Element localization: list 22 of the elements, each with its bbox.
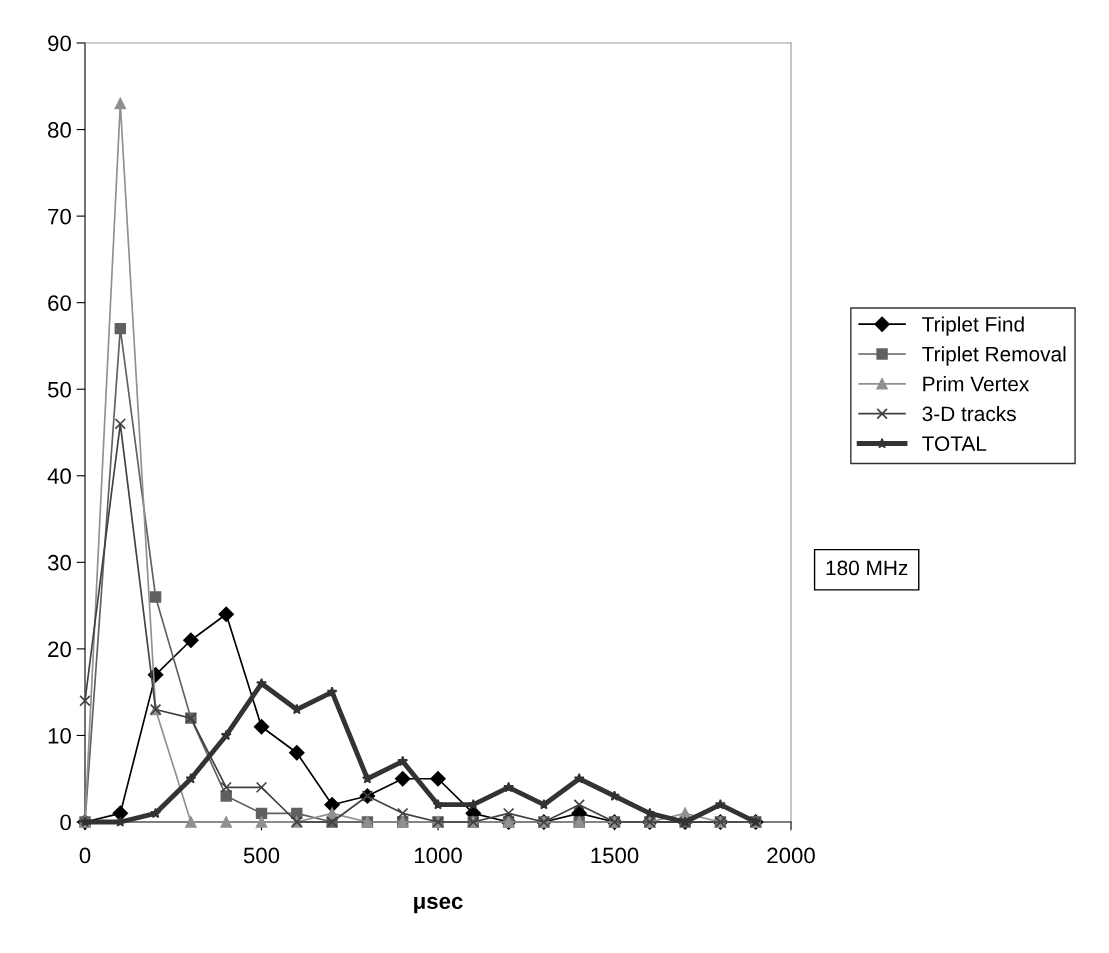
y-tick-label: 60 [48,295,71,311]
y-tick-label: 0 [60,814,71,831]
y-tick-label: 30 [47,554,71,571]
y-tick-label: 70 [48,208,71,225]
legend-label: Triplet Removal [922,346,1066,366]
legend-label: Prim Vertex [923,376,1030,392]
x-tick-label: 0 [79,847,91,864]
x-tick-label: 500 [243,847,280,864]
y-tick-label: 10 [48,727,71,744]
y-tick-label: 80 [48,122,71,138]
text: 180 MHz [826,560,908,576]
x-tick-label: 1000 [414,847,462,864]
x-tick-label: 2000 [767,847,815,864]
x-tick-label: 1500 [591,847,639,864]
y-tick-label: 40 [47,468,71,485]
x-axis-title: μsec [414,896,463,914]
y-tick-label: 20 [48,641,71,658]
y-tick-label: 50 [47,381,71,398]
legend-label: Triplet Find [922,316,1024,336]
legend-label: 3-D tracks [922,405,1016,422]
legend-label: TOTAL [922,436,987,452]
y-tick-label: 90 [48,35,71,52]
